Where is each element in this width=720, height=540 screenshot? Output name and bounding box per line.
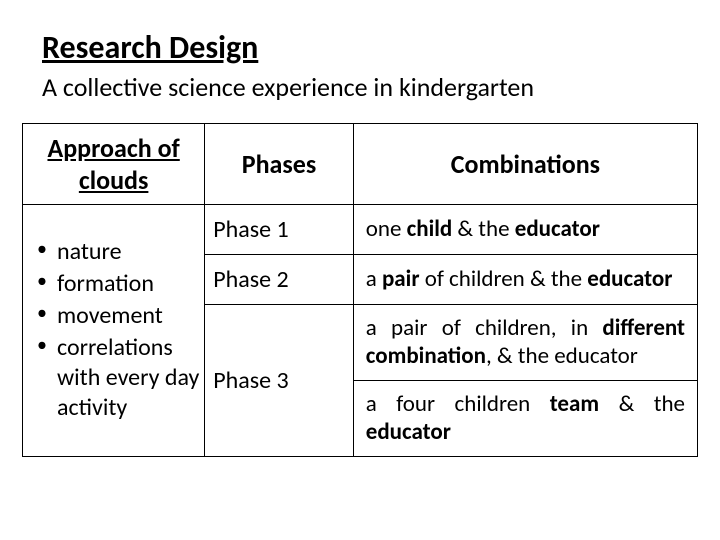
- header-approach: Approach of clouds: [23, 124, 205, 205]
- combo-bold: educator: [515, 215, 600, 243]
- list-item: correlations with every day activity: [31, 333, 200, 423]
- header-combinations: Combinations: [353, 124, 697, 205]
- combo-text: a four children: [366, 390, 550, 418]
- phase-cell: Phase 3: [205, 305, 354, 457]
- combo-text: & the: [452, 215, 515, 243]
- combo-cell: one child & the educator: [353, 205, 697, 255]
- combo-text: & the: [599, 390, 685, 418]
- combo-bold: team: [550, 390, 599, 418]
- combo-bold: educator: [366, 418, 451, 446]
- table-row: nature formation movement correlations w…: [23, 205, 698, 255]
- list-item: movement: [31, 301, 200, 331]
- combo-cell: a four children team & the educator: [353, 381, 697, 457]
- header-phases: Phases: [205, 124, 354, 205]
- table-header-row: Approach of clouds Phases Combinations: [23, 124, 698, 205]
- research-table: Approach of clouds Phases Combinations n…: [22, 123, 698, 457]
- page-subtitle: A collective science experience in kinde…: [42, 71, 698, 103]
- combo-text: , & the educator: [486, 342, 638, 370]
- combo-text: a: [366, 265, 382, 293]
- approach-cell: nature formation movement correlations w…: [23, 205, 205, 457]
- list-item: nature: [31, 237, 200, 267]
- page-title: Research Design: [42, 28, 698, 67]
- combo-bold: pair: [382, 265, 420, 293]
- phase-cell: Phase 1: [205, 205, 354, 255]
- combo-cell: a pair of children, in different combina…: [353, 305, 697, 381]
- combo-text: a pair of children, in: [366, 314, 603, 342]
- combo-text: one: [366, 215, 407, 243]
- phase-cell: Phase 2: [205, 255, 354, 305]
- combo-bold: child: [407, 215, 453, 243]
- approach-list: nature formation movement correlations w…: [31, 237, 200, 423]
- combo-text: of children & the: [420, 265, 588, 293]
- combo-cell: a pair of children & the educator: [353, 255, 697, 305]
- combo-bold: educator: [587, 265, 672, 293]
- list-item: formation: [31, 269, 200, 299]
